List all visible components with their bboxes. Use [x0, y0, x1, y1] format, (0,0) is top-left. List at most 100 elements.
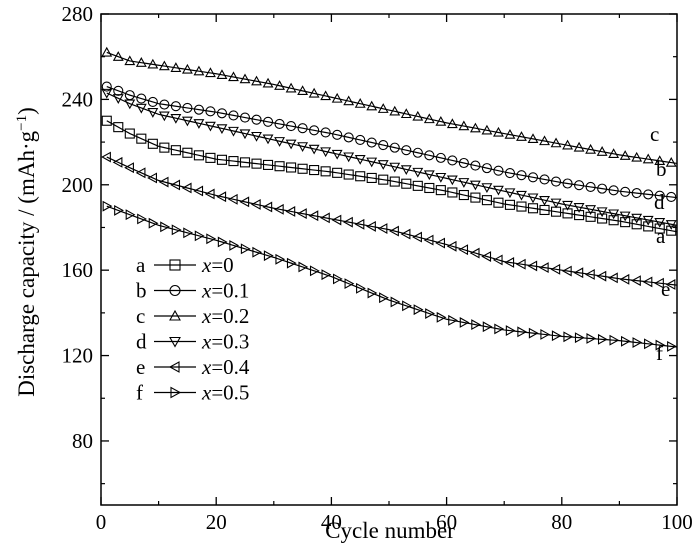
data-point-e: [584, 269, 595, 280]
legend-letter: b: [136, 279, 147, 303]
curve-label-b: b: [656, 157, 667, 181]
data-point-c: [631, 151, 643, 162]
data-point-a: [286, 162, 297, 173]
data-point-b: [481, 163, 492, 174]
data-point-e: [458, 244, 469, 256]
data-point-f: [102, 200, 113, 212]
data-point-a: [516, 201, 527, 212]
data-point-e: [193, 185, 204, 197]
data-point-a: [378, 174, 389, 185]
y-tick-label: 160: [62, 258, 94, 282]
y-axis-title: Discharge capacity / (mAh·g−1): [14, 107, 39, 397]
data-point-f: [148, 217, 159, 229]
data-point-d: [205, 121, 216, 132]
data-point-c: [562, 139, 573, 150]
data-point-d: [412, 167, 424, 178]
y-tick-label: 80: [72, 429, 93, 453]
data-point-f: [171, 224, 182, 236]
data-point-c: [619, 150, 631, 160]
data-point-d: [297, 142, 309, 152]
data-point-f: [252, 246, 263, 258]
series-a: a: [101, 115, 678, 248]
data-point-c: [458, 120, 470, 131]
legend-value: =0.5: [211, 381, 249, 405]
data-point-e: [354, 218, 365, 230]
data-point-e: [619, 273, 630, 285]
data-point-d: [228, 126, 239, 137]
data-point-c: [389, 105, 401, 116]
data-point-d: [665, 220, 677, 230]
legend-label: x=0.3: [201, 330, 249, 354]
legend-label: x=0.1: [201, 279, 249, 303]
data-point-c: [412, 110, 424, 121]
data-point-a: [193, 150, 204, 161]
data-point-b: [286, 121, 297, 132]
data-point-a: [620, 217, 631, 228]
data-point-f: [286, 257, 297, 269]
data-point-b: [424, 150, 435, 161]
data-point-f: [471, 319, 482, 331]
data-point-d: [101, 88, 113, 99]
data-point-b: [470, 160, 481, 171]
data-point-b: [274, 118, 285, 129]
data-point-b: [620, 186, 631, 197]
data-point-e: [181, 182, 192, 194]
series-e: e: [101, 151, 678, 301]
data-point-a: [182, 147, 193, 158]
data-point-b: [205, 106, 216, 117]
data-point-e: [366, 220, 376, 232]
data-point-a: [159, 142, 170, 153]
data-point-e: [654, 277, 664, 289]
data-point-e: [400, 228, 411, 240]
data-point-d: [423, 170, 435, 181]
data-point-a: [320, 166, 331, 177]
data-point-d: [389, 162, 401, 173]
data-point-f: [655, 339, 666, 351]
curve-label-e: e: [661, 277, 670, 301]
data-point-c: [135, 57, 147, 67]
data-point-a: [205, 152, 216, 163]
data-point-b: [389, 142, 400, 153]
data-point-d: [343, 152, 355, 163]
data-point-a: [343, 169, 354, 180]
data-point-c: [124, 55, 136, 66]
data-point-e: [515, 258, 526, 270]
data-point-c: [527, 133, 539, 144]
data-point-f: [114, 204, 124, 216]
x-tick-label: 40: [321, 510, 342, 534]
data-point-f: [390, 296, 401, 308]
data-point-b: [320, 127, 331, 138]
data-point-e: [273, 203, 284, 215]
data-point-a: [228, 156, 239, 167]
data-point-f: [402, 300, 412, 312]
data-point-f: [194, 230, 205, 242]
data-point-b: [504, 167, 516, 179]
x-tick-label: 80: [551, 510, 572, 534]
data-point-b: [412, 147, 423, 158]
data-point-e: [642, 276, 653, 288]
data-point-f: [621, 335, 631, 347]
data-point-f: [356, 282, 366, 294]
data-point-c: [101, 46, 113, 57]
curve-label-c: c: [650, 122, 659, 146]
data-point-b: [366, 137, 377, 148]
legend-marker: [170, 386, 182, 399]
data-point-b: [297, 123, 308, 134]
data-point-f: [321, 269, 332, 281]
data-point-e: [665, 279, 676, 290]
data-point-c: [366, 100, 378, 111]
data-point-a: [424, 182, 435, 194]
data-point-a: [643, 221, 654, 232]
data-point-a: [274, 161, 285, 172]
data-point-f: [482, 321, 493, 333]
data-point-d: [147, 108, 159, 118]
legend-letter: c: [136, 304, 145, 328]
legend-entry-a: a x=0: [136, 253, 234, 277]
data-point-f: [229, 239, 240, 251]
data-point-c: [446, 118, 458, 129]
data-point-b: [574, 180, 585, 191]
legend-letter: d: [136, 330, 147, 354]
data-point-e: [550, 263, 561, 275]
data-point-a: [147, 138, 158, 149]
data-point-c: [493, 126, 504, 137]
